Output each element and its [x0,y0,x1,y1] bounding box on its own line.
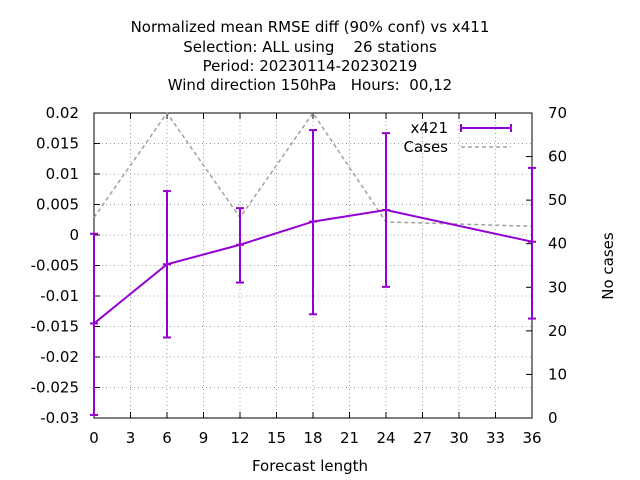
axis-ticks: 0 3 6 9 12 15 18 21 24 27 30 33 36-0.03-0.025-0.02-0… [31,104,567,447]
title-line-1: Normalized mean RMSE diff (90% conf) vs … [131,18,490,36]
x-tick-label: 0 [89,429,99,447]
x-tick-label: 6 [162,429,172,447]
y-tick-label: 0.005 [36,196,79,214]
x-axis-label: Forecast length [252,457,368,475]
y2-tick-label: 10 [548,365,567,383]
y-tick-label: -0.03 [40,409,79,427]
y-tick-label: 0 [69,226,79,244]
x-tick-label: 12 [230,429,249,447]
legend-label-cases: Cases [403,138,448,156]
cases-series [93,111,533,228]
y2-tick-label: 0 [548,409,558,427]
x-tick-label: 24 [376,429,395,447]
y-tick-label: 0.015 [36,135,79,153]
x-tick-label: 36 [522,429,541,447]
x-tick-label: 27 [413,429,432,447]
x-tick-label: 21 [340,429,359,447]
x-tick-label: 3 [126,429,136,447]
x-tick-label: 15 [267,429,286,447]
y-tick-label: -0.02 [40,348,79,366]
x421-line [93,208,533,325]
y2-tick-label: 70 [548,104,567,122]
y2-tick-label: 60 [548,148,567,166]
y2-tick-label: 40 [548,235,567,253]
x-tick-label: 30 [449,429,468,447]
x421-series [90,129,536,416]
x-tick-label: 9 [199,429,209,447]
x-tick-label: 18 [303,429,322,447]
y-tick-label: -0.005 [31,257,79,275]
y-tick-label: -0.01 [40,287,79,305]
legend: x421 Cases [403,119,512,156]
title-line-3: Period: 20230114-20230219 [203,57,418,75]
legend-label-x421: x421 [410,119,448,137]
title-line-4: Wind direction 150hPa Hours: 00,12 [168,76,452,94]
y-tick-label: 0.02 [46,104,79,122]
y2-tick-label: 30 [548,278,567,296]
y-tick-label: -0.025 [31,379,79,397]
y-tick-label: -0.015 [31,318,79,336]
y2-tick-label: 50 [548,191,567,209]
x-tick-label: 33 [486,429,505,447]
y2-tick-label: 20 [548,322,567,340]
y2-axis-label: No cases [599,232,617,300]
cases-line [93,111,533,228]
title-line-2: Selection: ALL using 26 stations [183,38,437,56]
chart-title: Normalized mean RMSE diff (90% conf) vs … [131,18,490,94]
y-tick-label: 0.01 [46,165,79,183]
